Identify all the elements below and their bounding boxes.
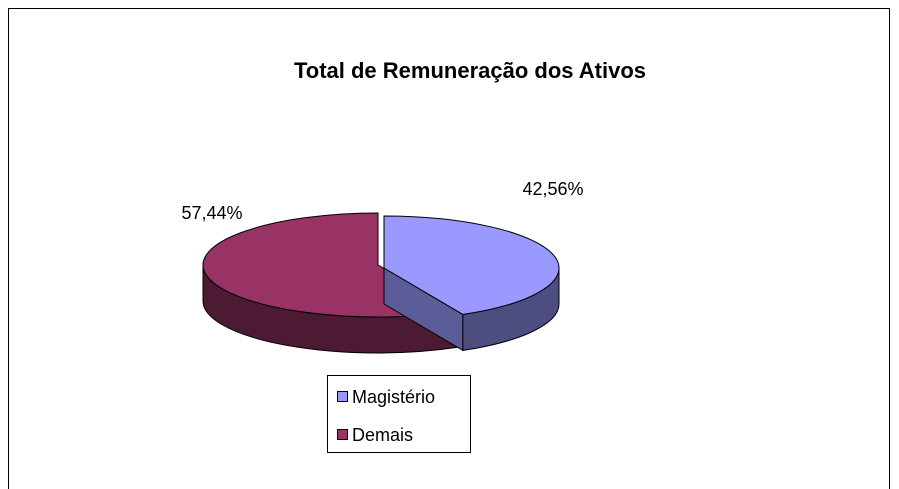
- legend-swatch: [337, 429, 348, 440]
- data-label: 42,56%: [522, 179, 583, 199]
- chart-title: Total de Remuneração dos Ativos: [294, 58, 646, 83]
- legend-label: Magistério: [352, 387, 435, 407]
- pie-slice: [383, 215, 560, 315]
- legend-box: [327, 375, 471, 453]
- legend-swatch: [337, 391, 348, 402]
- data-label: 57,44%: [181, 203, 242, 223]
- legend-label: Demais: [352, 425, 413, 445]
